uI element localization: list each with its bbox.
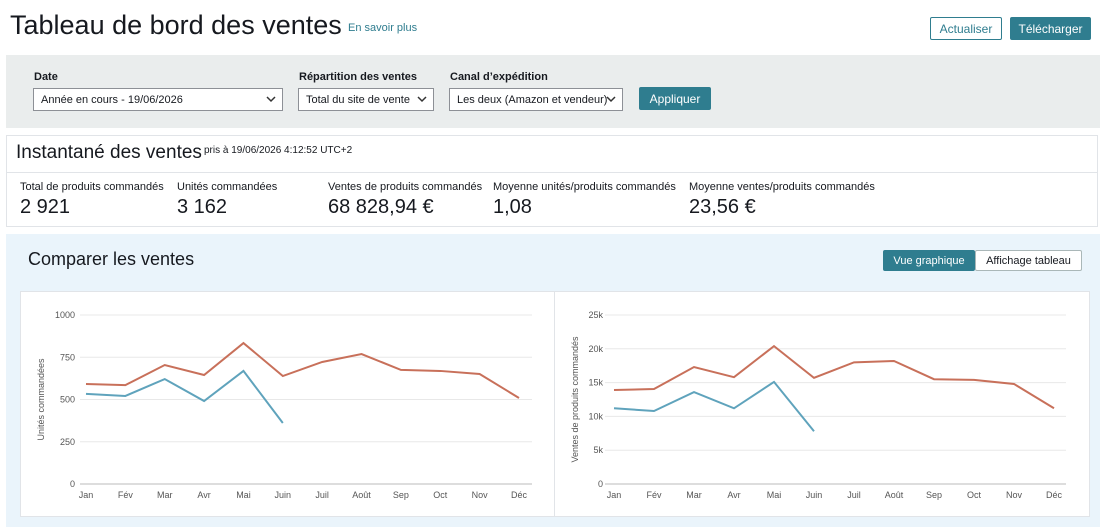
x-tick-label: Juil — [315, 490, 329, 500]
chevron — [606, 96, 616, 103]
y-tick-label: 20k — [588, 344, 603, 354]
x-tick-label: Avr — [727, 490, 740, 500]
snapshot-panel — [6, 135, 1098, 227]
x-tick-label: Jan — [607, 490, 622, 500]
metric-label: Total de produits commandés — [20, 181, 164, 193]
metric-value: 1,08 — [493, 196, 532, 218]
x-tick-label: Oct — [967, 490, 982, 500]
y-tick-label: 1000 — [55, 310, 75, 320]
breakdown-select[interactable]: Total du site de vente — [298, 88, 434, 111]
page-title: Tableau de bord des ventes — [10, 10, 342, 40]
y-tick-label: 0 — [70, 479, 75, 489]
metric-value: 23,56 € — [689, 196, 756, 218]
x-tick-label: Oct — [433, 490, 448, 500]
y-axis-label: Ventes de produits commandés — [570, 336, 580, 463]
y-tick-label: 500 — [60, 395, 75, 405]
graph-view-toggle[interactable]: Vue graphique — [883, 250, 975, 271]
apply-button[interactable]: Appliquer — [639, 87, 711, 110]
y-tick-label: 5k — [593, 445, 603, 455]
select-value: Les deux (Amazon et vendeur) — [457, 93, 608, 106]
x-tick-label: Juin — [275, 490, 292, 500]
filter-label: Répartition des ventes — [299, 71, 417, 83]
separator — [6, 172, 1098, 173]
download-button[interactable]: Télécharger — [1010, 17, 1091, 40]
filter-label: Canal d’expédition — [450, 71, 548, 83]
channel-select[interactable]: Les deux (Amazon et vendeur) — [449, 88, 623, 111]
x-tick-label: Mar — [157, 490, 173, 500]
snapshot-title: Instantané des ventes — [16, 142, 202, 163]
select-value: Total du site de vente — [306, 93, 410, 106]
x-tick-label: Fév — [646, 490, 662, 500]
learn-more-link[interactable]: En savoir plus — [348, 22, 418, 34]
x-tick-label: Nov — [472, 490, 489, 500]
x-tick-label: Déc — [1046, 490, 1063, 500]
y-tick-label: 0 — [598, 479, 603, 489]
x-tick-label: Nov — [1006, 490, 1023, 500]
y-tick-label: 25k — [588, 310, 603, 320]
date-select[interactable]: Année en cours - 19/06/2026 — [33, 88, 283, 111]
series-line — [613, 380, 815, 432]
x-tick-label: Mai — [767, 490, 782, 500]
snapshot-timestamp: pris à 19/06/2026 4:12:52 UTC+2 — [204, 145, 353, 156]
series-line — [85, 369, 284, 424]
series-line — [85, 341, 520, 399]
x-tick-label: Mar — [686, 490, 702, 500]
x-tick-label: Juil — [847, 490, 861, 500]
chevron — [266, 96, 276, 103]
refresh-button[interactable]: Actualiser — [930, 17, 1002, 40]
metric-label: Moyenne unités/produits commandés — [493, 181, 676, 193]
metric-value: 3 162 — [177, 196, 228, 218]
metric-value: 2 921 — [20, 196, 71, 218]
charts-panel: 0 250 500 750 1000 Jan Fév Mar Avr Mai Juin Juil Aoû… — [20, 291, 1090, 517]
y-tick-label: 750 — [60, 352, 75, 362]
metric-label: Moyenne ventes/produits commandés — [689, 181, 875, 193]
x-tick-label: Mai — [236, 490, 251, 500]
x-tick-label: Avr — [197, 490, 210, 500]
y-tick-label: 250 — [60, 437, 75, 447]
metric-label: Unités commandées — [177, 181, 278, 193]
y-tick-label: 15k — [588, 378, 603, 388]
chevron — [417, 96, 427, 103]
y-axis-label: Unités commandées — [36, 358, 46, 441]
x-tick-label: Fév — [118, 490, 134, 500]
x-tick-label: Sep — [393, 490, 409, 500]
y-tick-label: 10k — [588, 411, 603, 421]
x-tick-label: Août — [352, 490, 371, 500]
compare-title: Comparer les ventes — [28, 249, 195, 269]
x-tick-label: Jan — [79, 490, 94, 500]
table-view-toggle[interactable]: Affichage tableau — [975, 250, 1082, 271]
select-value: Année en cours - 19/06/2026 — [41, 93, 183, 106]
series-line — [613, 344, 1055, 410]
x-tick-label: Déc — [511, 490, 528, 500]
x-tick-label: Sep — [926, 490, 942, 500]
metric-value: 68 828,94 € — [328, 196, 434, 218]
filter-label: Date — [34, 71, 58, 83]
x-tick-label: Août — [885, 490, 904, 500]
metric-label: Ventes de produits commandés — [328, 181, 483, 193]
x-tick-label: Juin — [806, 490, 823, 500]
